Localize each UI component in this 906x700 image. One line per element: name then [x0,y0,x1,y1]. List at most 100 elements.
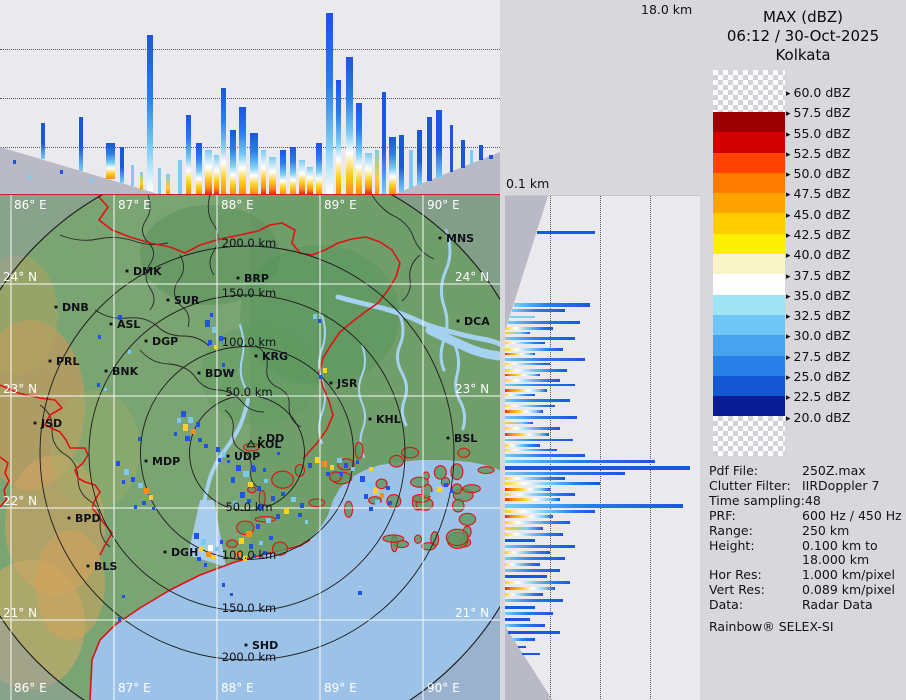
city-dot-icon [258,436,262,440]
color-scale-overflow-bottom [713,416,785,457]
info-row: Time sampling: 48 [709,493,905,509]
echo-cell [243,556,247,561]
scale-arrow-icon: ▸ [786,271,791,282]
profile-bar [356,103,362,194]
delta-island [343,500,354,518]
city-label: KHL [376,413,401,426]
scale-arrow-icon: ▸ [786,190,791,201]
city-dot-icon [456,319,460,323]
profile-bar [505,539,535,542]
profile-bar [512,638,535,641]
profile-bar [506,327,553,330]
profile-bar [131,165,134,186]
city-label: BRP [244,272,269,285]
echo-cell [247,499,251,503]
side-height-profile-panel [505,195,700,700]
delta-island [445,528,469,547]
profile-bar [505,394,535,396]
scale-label: 22.5 dBZ [793,389,851,405]
color-scale-band [713,152,785,173]
scale-label-row: ▸ 47.5 dBZ [786,186,850,201]
height-gridline [0,98,500,99]
info-label: Data: [709,597,744,613]
scale-arrow-icon: ▸ [786,109,791,120]
product-title: MAX (dBZ) [762,8,844,26]
scale-label-row: ▸ 50.0 dBZ [786,166,850,181]
echo-cell [222,363,225,367]
lon-label: 90° E [427,681,460,695]
city-label: KOL [257,438,281,451]
profile-bar [505,466,690,470]
profile-bar [505,581,570,584]
info-row: Vert Res: 0.089 km/pixel [709,582,905,598]
profile-bar [505,332,530,334]
info-label: Height: [709,537,755,553]
echo-cell [437,487,442,492]
range-ring-label: 50.0 km [225,385,272,399]
echo-cell [222,452,226,457]
profile-bar [505,624,545,627]
scale-label: 45.0 dBZ [793,206,851,222]
delta-island [354,441,364,459]
profile-bar [505,363,550,365]
echo-cell [322,461,327,467]
city-label: MDP [152,455,180,468]
echo-cell [367,482,373,488]
profile-bar [517,646,526,648]
city-dot-icon [368,417,372,421]
echo-cell [188,417,193,423]
echo-cell [210,313,213,317]
echo-cell [97,383,100,387]
profile-bar [505,488,550,491]
profile-bar [417,130,422,186]
color-scale-band [713,375,785,397]
info-label: PRF: [709,507,736,523]
profile-bar [505,454,585,457]
delta-island [226,539,238,549]
profile-bar [196,143,202,194]
profile-bar [505,599,563,602]
city-label: BDW [205,367,235,380]
profile-bar [505,618,530,621]
lon-label: 90° E [427,198,460,212]
echo-cell [236,465,241,471]
range-ring-label: 200.0 km [222,650,276,664]
echo-cell [212,555,216,560]
echo-cell [201,539,206,545]
city-label: ASL [117,318,140,331]
profile-bar [512,309,565,312]
lat-label: 22° N [3,494,37,508]
scale-label-row: ▸ 40.0 dBZ [786,247,850,262]
lon-label: 89° E [324,198,357,212]
echo-cell [118,315,122,320]
echo-cell [444,483,448,487]
profile-bar [427,117,432,182]
city-label: KRG [262,350,288,363]
profile-bar [221,88,226,194]
radar-echo-layer [97,313,453,621]
profile-bar [186,115,191,194]
echo-cell [116,461,120,466]
profile-bar [505,504,683,508]
lon-label: 86° E [14,681,47,695]
scale-label-row: ▸ 32.5 dBZ [786,308,850,323]
echo-cell [269,536,273,540]
info-label: Clutter Filter: [709,477,791,493]
echo-cell [138,483,143,488]
delta-island [308,498,326,508]
profile-bar [505,587,555,590]
out-of-range-overlay [0,195,500,700]
echo-cell [344,463,348,468]
scale-label: 30.0 dBZ [793,328,851,344]
profile-bar [505,389,547,392]
profile-bar [505,612,553,615]
echo-cell [259,541,263,545]
lon-label: 88° E [221,681,254,695]
lon-label: 87° E [118,681,151,695]
scale-label-row: ▸ 45.0 dBZ [786,207,850,222]
city-dot-icon [48,359,52,363]
delta-island [328,471,342,483]
profile-bar [316,143,322,194]
scale-arrow-icon: ▸ [786,149,791,160]
echo-cell [340,472,343,476]
